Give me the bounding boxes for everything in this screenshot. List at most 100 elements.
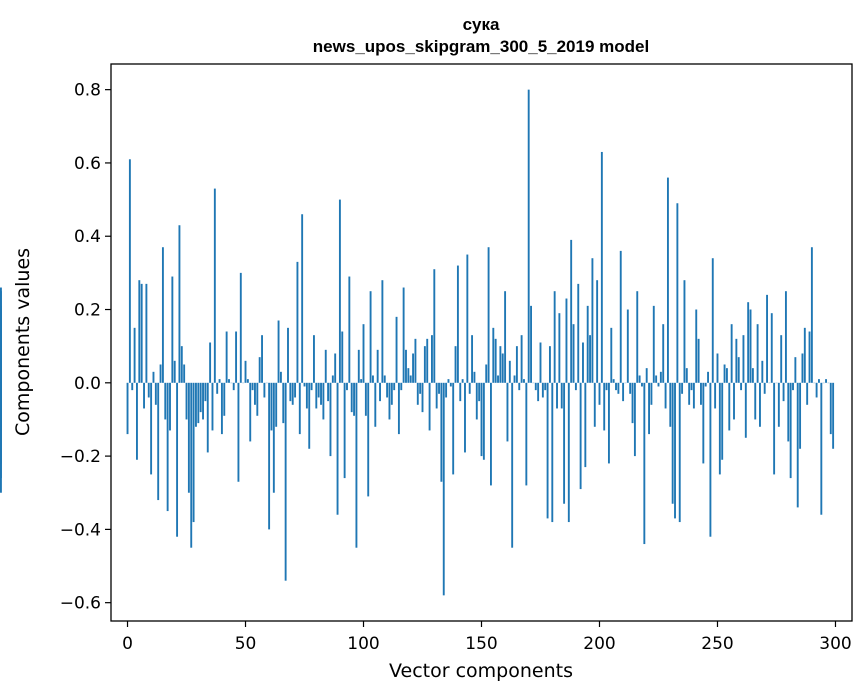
bar <box>388 382 391 420</box>
x-tick-label: 300 <box>819 634 851 654</box>
y-tick-label: 0.8 <box>74 81 101 101</box>
bar <box>128 159 131 383</box>
bar <box>591 258 594 383</box>
bar <box>537 382 540 402</box>
bar <box>702 382 705 464</box>
bar <box>395 316 398 383</box>
bar <box>832 382 835 449</box>
bar <box>551 382 554 523</box>
bar <box>228 379 230 383</box>
bar <box>313 335 315 383</box>
bar <box>636 291 639 383</box>
bar <box>556 382 558 409</box>
bar <box>593 382 596 427</box>
bar <box>275 382 278 427</box>
bar <box>454 346 457 383</box>
bar <box>655 375 658 383</box>
bar <box>527 89 530 383</box>
bar <box>150 382 153 475</box>
bar <box>482 382 485 460</box>
bar <box>579 382 582 490</box>
bar <box>681 382 684 394</box>
bar <box>777 382 780 427</box>
bar <box>480 382 483 457</box>
bar <box>487 247 490 383</box>
bar <box>183 364 186 383</box>
bar <box>548 346 551 383</box>
plot-frame <box>110 63 853 622</box>
bar <box>612 379 615 383</box>
bar <box>657 382 660 387</box>
bar <box>192 382 195 523</box>
bar <box>688 382 691 405</box>
bar <box>678 382 681 523</box>
bar <box>780 335 783 383</box>
bar <box>166 382 169 512</box>
bar <box>169 382 171 431</box>
bar <box>381 280 384 383</box>
bar <box>367 382 370 497</box>
bar <box>825 379 827 383</box>
bar <box>0 346 2 383</box>
bar <box>164 382 167 420</box>
bar <box>270 382 273 431</box>
bar <box>520 335 523 383</box>
bar <box>284 382 287 581</box>
bar <box>497 375 499 383</box>
bar <box>216 382 219 394</box>
x-tick-label: 250 <box>701 634 733 654</box>
bar <box>770 313 773 383</box>
bar <box>586 305 589 383</box>
bar <box>199 382 202 413</box>
bar <box>289 382 292 402</box>
bar <box>685 368 688 383</box>
bar <box>235 331 238 383</box>
bar <box>341 331 344 383</box>
bar <box>346 382 348 391</box>
bar <box>511 382 514 548</box>
bar <box>499 346 502 383</box>
bar <box>416 382 419 405</box>
bar <box>126 382 129 435</box>
bar <box>728 382 731 431</box>
bar <box>374 382 377 427</box>
bar <box>626 309 629 383</box>
bar <box>426 338 429 383</box>
bar <box>530 305 532 383</box>
bar <box>560 382 563 409</box>
bar <box>423 346 426 383</box>
bar <box>801 353 804 383</box>
bar <box>357 349 360 383</box>
bar <box>756 324 759 383</box>
bar <box>789 382 792 479</box>
bar <box>725 368 728 383</box>
bar <box>159 364 162 383</box>
bar <box>676 203 679 383</box>
y-tick-label: −0.6 <box>60 594 101 614</box>
bar <box>598 382 601 405</box>
bar <box>534 382 537 391</box>
bar <box>138 280 141 383</box>
bar <box>438 382 440 394</box>
bar <box>664 382 667 409</box>
bar <box>254 382 256 405</box>
bar <box>298 382 301 435</box>
bar <box>187 382 190 493</box>
bar <box>206 382 209 453</box>
bar <box>792 382 794 391</box>
bar <box>494 338 497 383</box>
bar <box>157 382 160 501</box>
bar <box>433 269 436 383</box>
x-tick-label: 0 <box>122 634 133 654</box>
bar <box>223 382 226 416</box>
bar <box>225 331 228 383</box>
bar <box>334 353 337 383</box>
x-axis-label: Vector components <box>389 660 573 682</box>
bar <box>794 357 797 383</box>
bar <box>402 287 405 383</box>
bar <box>787 382 790 442</box>
y-tick-label: −0.2 <box>60 447 101 467</box>
bar <box>409 375 412 383</box>
x-tick-label: 50 <box>235 634 257 654</box>
